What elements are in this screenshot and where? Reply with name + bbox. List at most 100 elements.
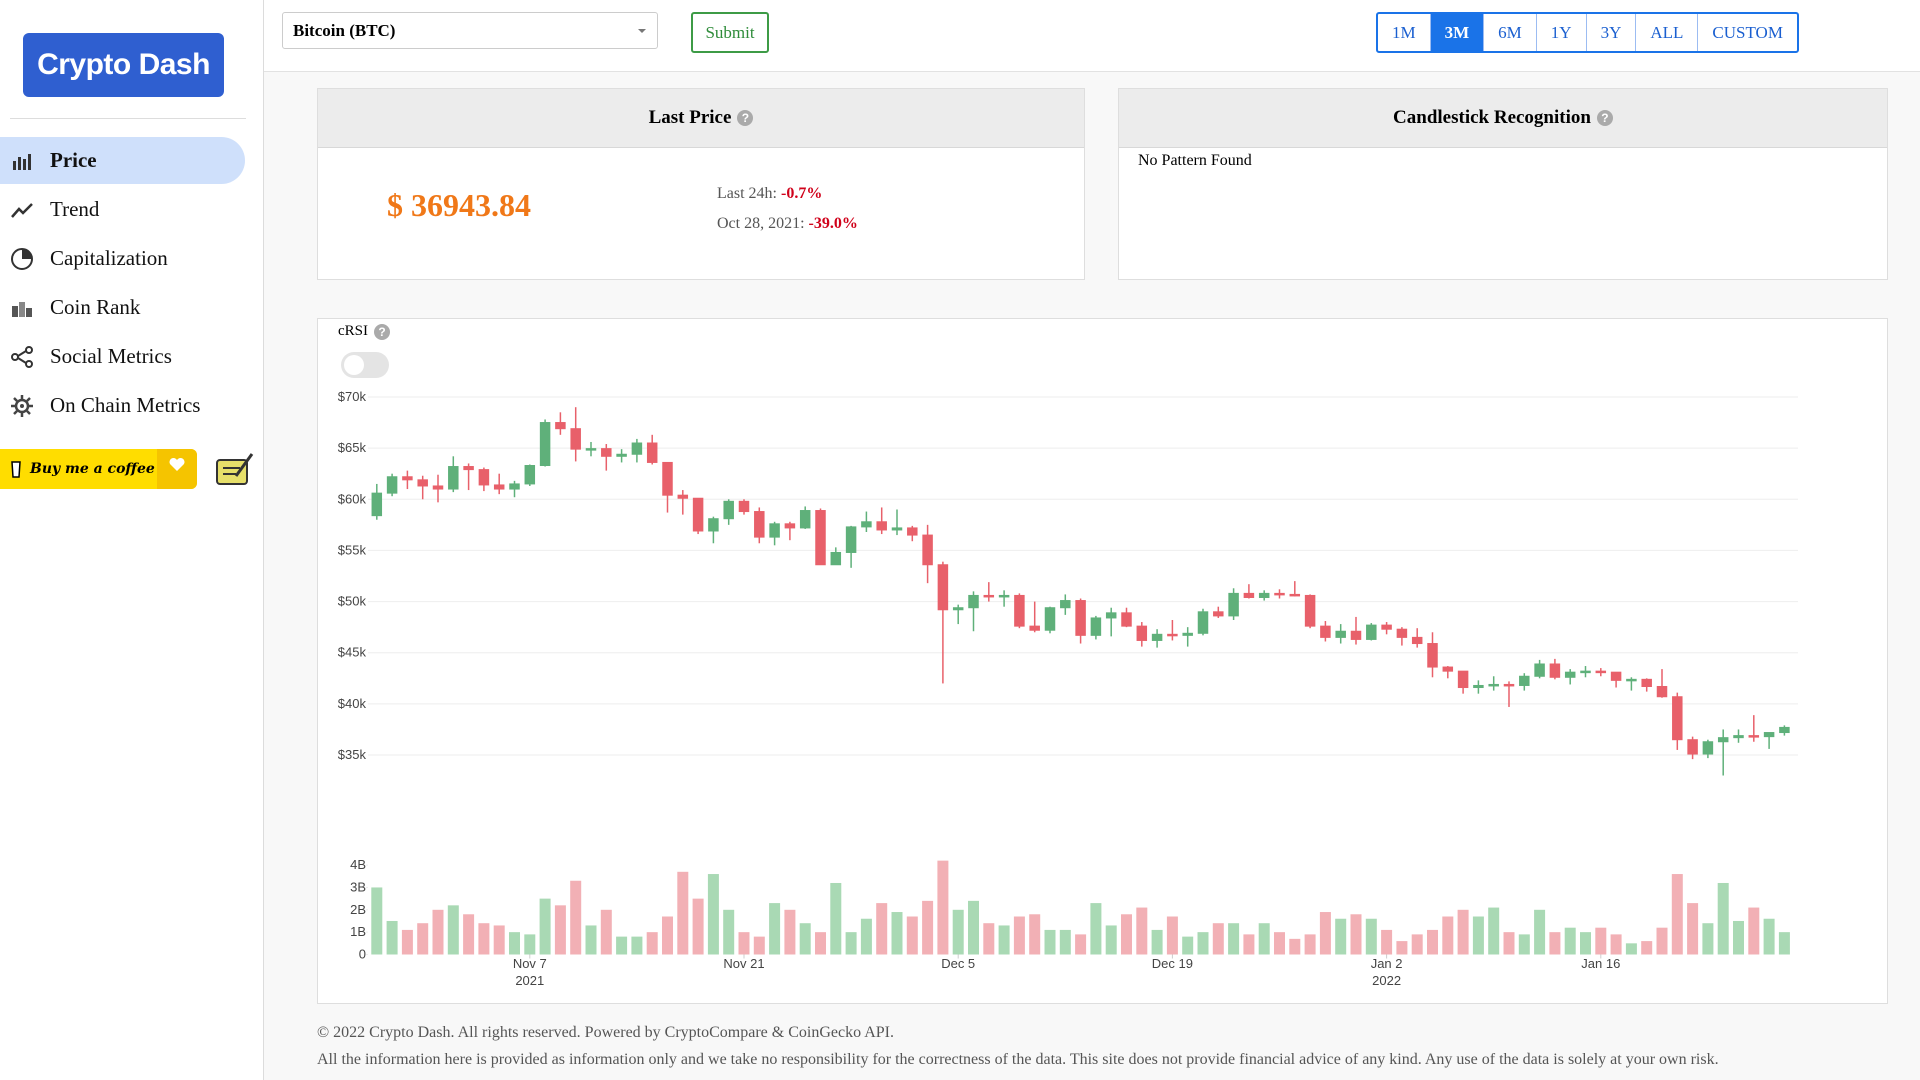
candle-body [738, 500, 750, 513]
volume-bar [1778, 932, 1790, 955]
candle-body [1503, 683, 1515, 687]
x-tick-label: Dec 19 [1152, 956, 1193, 971]
logo[interactable]: Crypto Dash [23, 33, 224, 97]
volume-bar [1564, 927, 1576, 955]
y2-tick-label: 3B [350, 879, 366, 894]
candle-body [402, 476, 413, 481]
help-icon[interactable]: ? [1596, 110, 1613, 126]
volume-bar [1059, 929, 1071, 955]
volume-bar [692, 898, 704, 955]
volume-bar [723, 909, 735, 955]
range-button[interactable]: CUSTOM [1697, 14, 1797, 51]
candle-body [1274, 592, 1285, 596]
volume-bar [1304, 934, 1316, 955]
volume-bar [1258, 923, 1270, 955]
icon-part [26, 396, 31, 402]
nav-item[interactable]: On Chain Metrics [0, 382, 245, 429]
candle-body [1029, 625, 1040, 631]
candle-body [1335, 630, 1346, 638]
candle-body [601, 448, 612, 457]
volume-bar [509, 932, 520, 955]
change-label: Last 24h: [717, 185, 777, 202]
volume-bar [1105, 925, 1117, 955]
volume-bar [876, 903, 888, 955]
volume-bar [1717, 882, 1729, 955]
volume-bar [1212, 923, 1224, 955]
volume-bar [1427, 929, 1438, 955]
volume-bar [386, 920, 398, 955]
submit-button[interactable]: Submit [691, 12, 769, 53]
y-tick-label: $60k [338, 491, 367, 506]
volume-bar [570, 880, 582, 955]
icon-part [25, 345, 33, 354]
volume-bar [1136, 907, 1148, 955]
edit-icon[interactable] [214, 450, 256, 490]
candle-body [1243, 592, 1255, 598]
nav-item[interactable]: Price [0, 137, 245, 184]
volume-bar [1090, 903, 1102, 955]
change-value: -39.0% [808, 215, 858, 232]
coin-select[interactable]: Bitcoin (BTC) [282, 12, 658, 49]
coffee-button[interactable]: Buy me a coffee [0, 449, 197, 489]
nav-label: Social Metrics [50, 344, 172, 368]
nav-item[interactable]: Trend [0, 186, 245, 233]
icon-part [13, 160, 16, 170]
y2-tick-label: 2B [350, 902, 366, 917]
range-button[interactable]: 3Y [1585, 14, 1636, 51]
candle-body [432, 485, 444, 490]
volume-bar [1197, 932, 1209, 955]
y-tick-label: $40k [338, 696, 367, 711]
candle-body [493, 484, 505, 490]
x-tick-label: Jan 16 [1581, 956, 1620, 971]
volume-bar [1319, 912, 1331, 955]
icon-part [14, 398, 30, 413]
candle-body [463, 466, 474, 471]
volume-bar [952, 909, 964, 955]
volume-bar [1442, 916, 1454, 955]
help-icon[interactable]: ? [374, 323, 390, 340]
x-tick-label: Nov 7 [513, 956, 547, 971]
volume-bar [662, 916, 673, 955]
volume-bar [447, 905, 459, 955]
candle-body [1733, 735, 1744, 739]
y2-tick-label: 4B [350, 857, 366, 872]
candle-body [417, 479, 428, 487]
nav-item[interactable]: Coin Rank [0, 284, 245, 331]
volume-bar [784, 909, 796, 955]
change-label: Oct 28, 2021: [717, 215, 805, 232]
nav-item[interactable]: Capitalization [0, 235, 245, 282]
nav-label: Trend [50, 197, 100, 221]
range-button[interactable]: ALL [1635, 14, 1697, 51]
range-button[interactable]: 3M [1429, 14, 1484, 51]
volume-bar [845, 932, 857, 955]
nav-item[interactable]: Social Metrics [0, 333, 245, 380]
candle-body [891, 527, 903, 531]
volume-bar [707, 874, 719, 955]
crsi-toggle[interactable] [341, 352, 389, 378]
volume-bar [860, 918, 872, 955]
x-tick-year: 2021 [515, 973, 544, 988]
volume-bar [753, 936, 765, 955]
candle-body [1549, 663, 1561, 678]
candle-body [448, 466, 459, 490]
candle-body [708, 518, 719, 532]
help-icon[interactable]: ? [737, 110, 754, 126]
candle-body [1136, 625, 1148, 641]
candle-body [1748, 735, 1760, 738]
icon-part [26, 409, 31, 415]
volume-bar [937, 860, 949, 955]
candle-body [815, 510, 826, 566]
volume-bar [1075, 934, 1087, 955]
candle-body [1717, 737, 1729, 743]
change-row: Last 24h: -0.7% [717, 179, 858, 209]
range-button[interactable]: 1Y [1535, 14, 1586, 51]
range-button[interactable]: 6M [1483, 14, 1536, 51]
pattern-text: No Pattern Found [1138, 152, 1252, 169]
range-button[interactable]: 1M [1392, 22, 1416, 42]
heart-icon [169, 457, 185, 471]
volume-bar [1687, 903, 1699, 955]
nav-icon [11, 394, 33, 417]
volume-bar [646, 932, 658, 955]
range-group: 1M 3M 6M 1Y 3Y ALL CUSTOM [1376, 12, 1799, 53]
cup-icon [11, 461, 21, 478]
